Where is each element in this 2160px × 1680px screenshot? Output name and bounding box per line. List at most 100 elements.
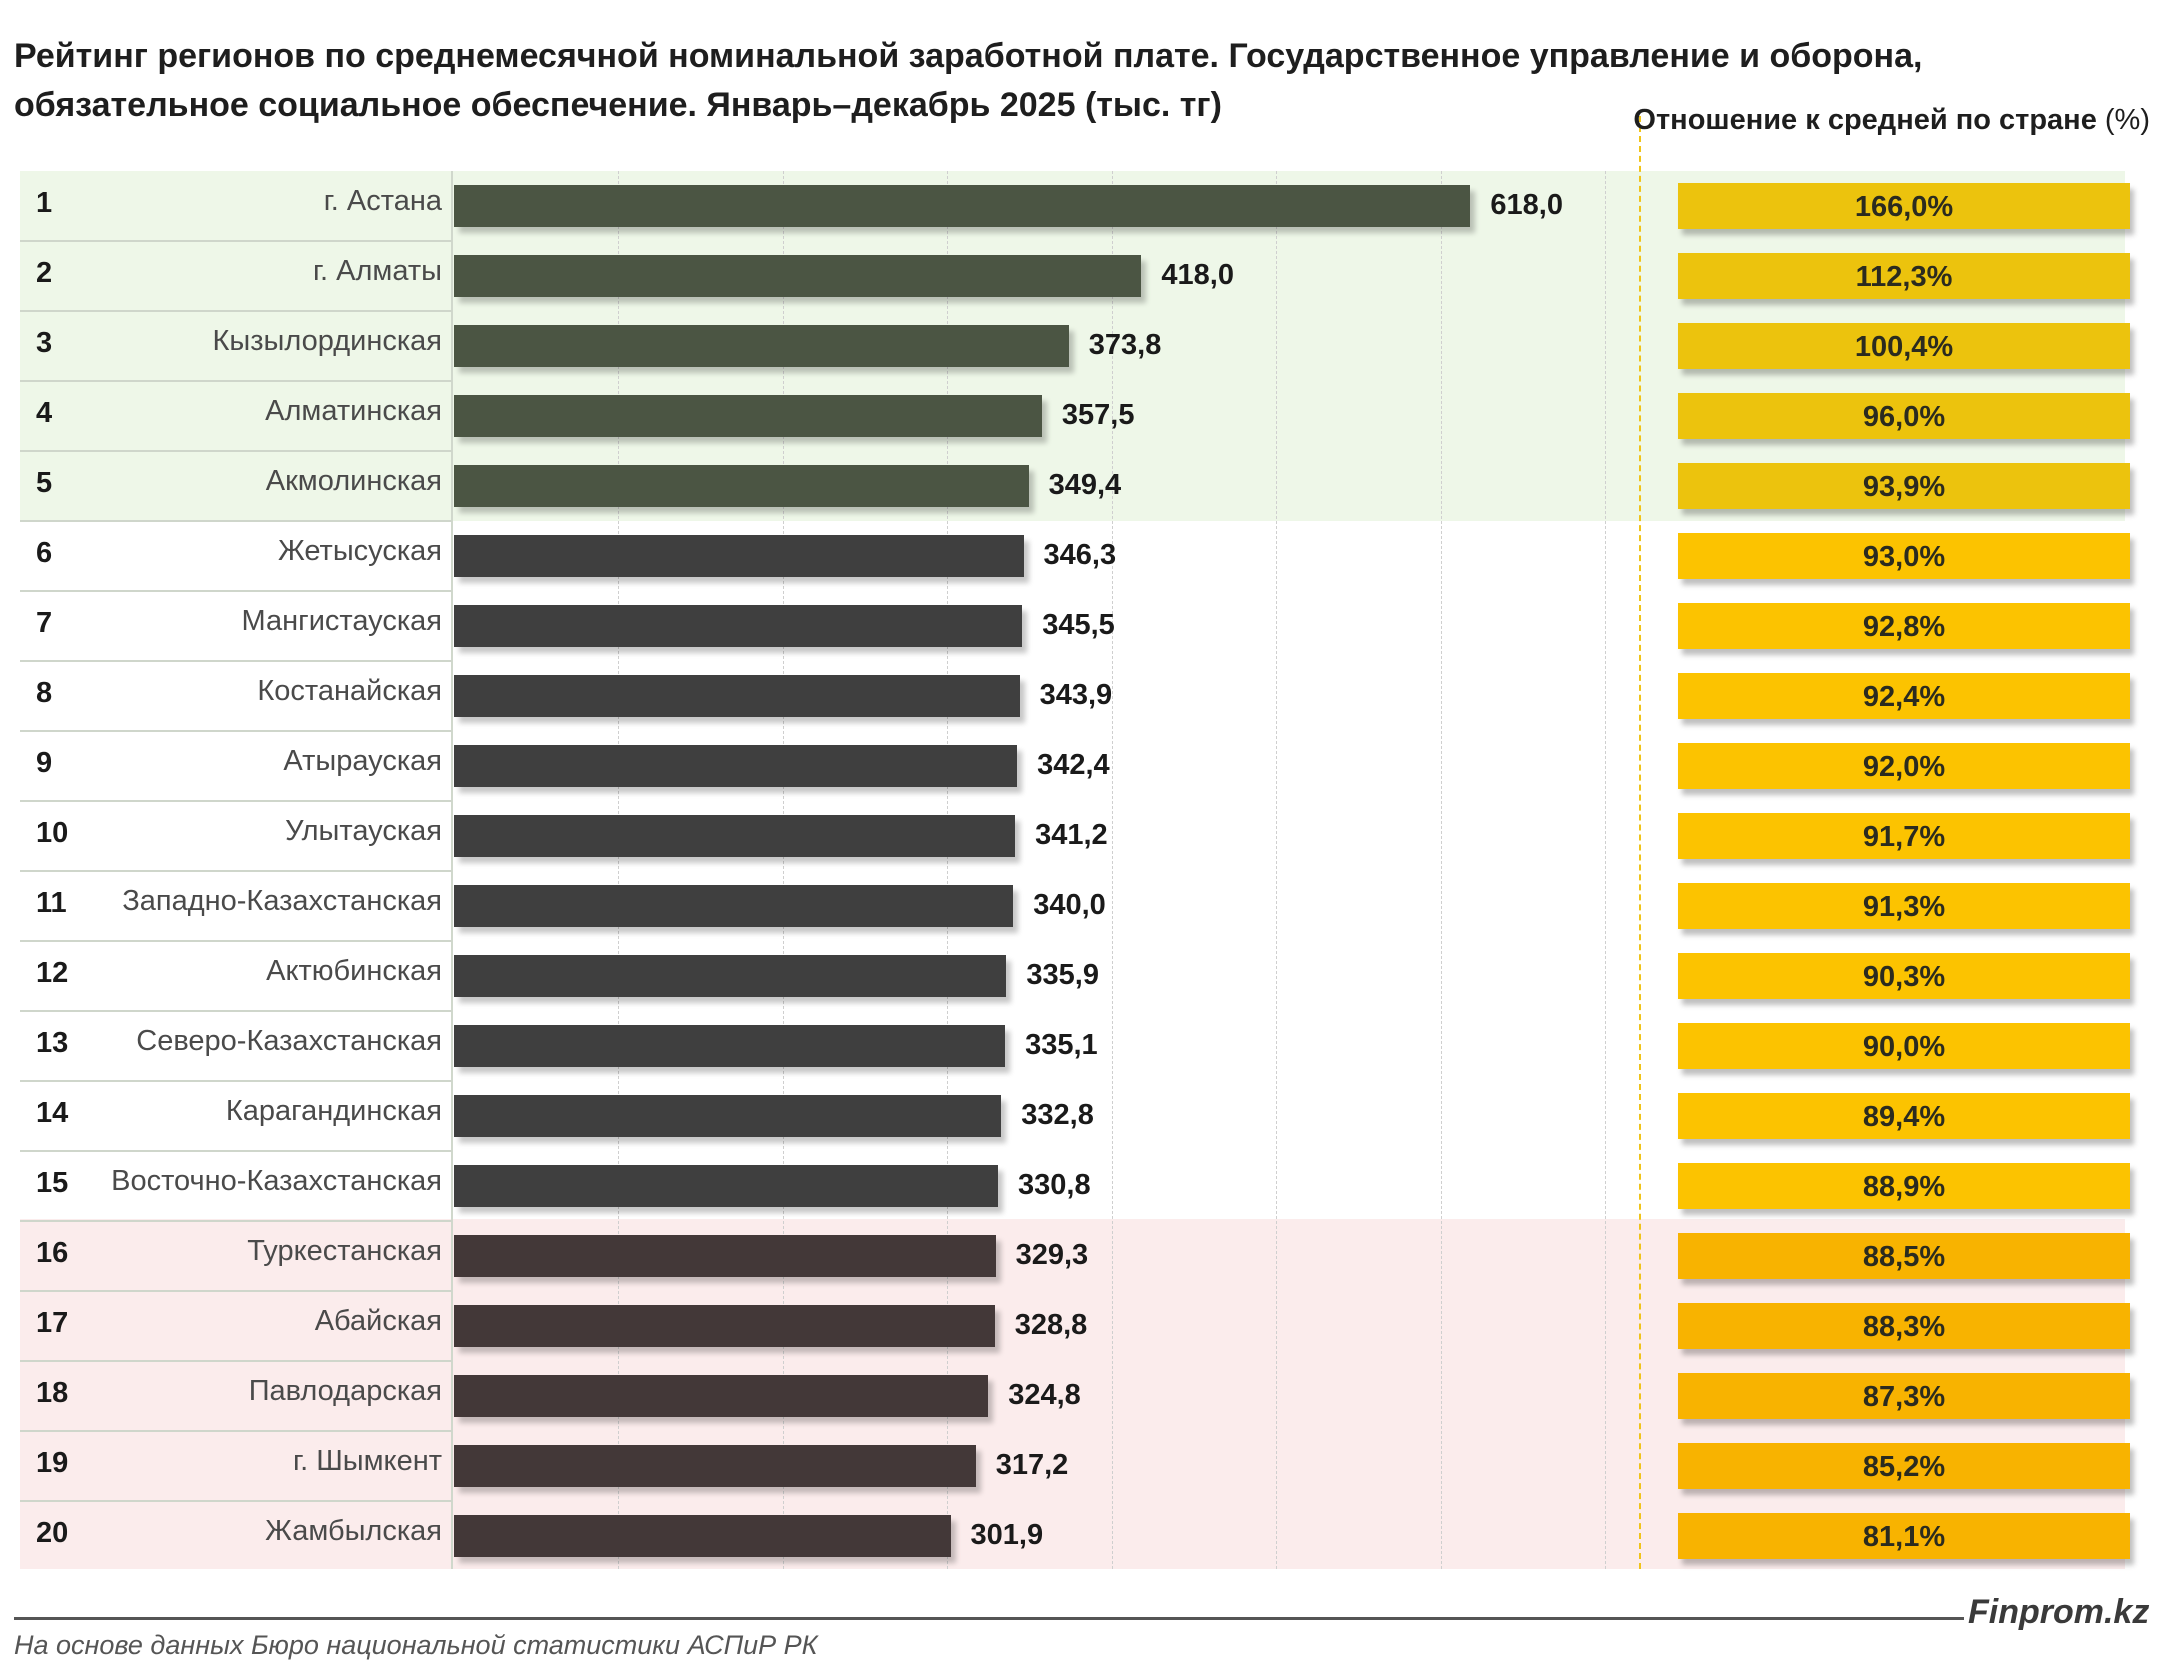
ratio-label: 90,0% <box>1862 1031 1946 1063</box>
table-row: 3 Кызылординская 373,8 100,4% <box>20 311 2130 382</box>
table-row: 6 Жетысуская 346,3 93,0% <box>20 521 2130 592</box>
ratio-cell: 88,5% <box>1678 1233 2130 1279</box>
salary-bar <box>454 185 1471 227</box>
row-separator <box>20 870 452 872</box>
ratio-label: 92,8% <box>1862 611 1946 643</box>
value-label: 342,4 <box>1037 749 1110 781</box>
row-separator <box>20 1220 452 1222</box>
rank-label: 9 <box>36 747 53 779</box>
ratio-header-text: Отношение к средней по стране <box>1633 104 2097 136</box>
ratio-label: 90,3% <box>1862 961 1946 993</box>
region-label: Павлодарская <box>248 1375 442 1407</box>
table-row: 14 Карагандинская 332,8 89,4% <box>20 1081 2130 1152</box>
ratio-label: 92,4% <box>1862 681 1946 713</box>
table-row: 10 Улытауская 341,2 91,7% <box>20 801 2130 872</box>
ratio-label: 88,9% <box>1862 1171 1946 1203</box>
ratio-cell: 91,3% <box>1678 883 2130 929</box>
region-label: Западно-Казахстанская <box>122 885 442 917</box>
row-separator <box>20 1010 452 1012</box>
row-separator <box>20 1360 452 1362</box>
salary-bar <box>454 1235 996 1277</box>
table-row: 18 Павлодарская 324,8 87,3% <box>20 1361 2130 1432</box>
region-label: г. Алматы <box>313 255 442 287</box>
table-row: 17 Абайская 328,8 88,3% <box>20 1291 2130 1362</box>
salary-bar <box>454 605 1023 647</box>
ratio-label: 88,5% <box>1862 1241 1946 1273</box>
value-label: 329,3 <box>1015 1239 1089 1271</box>
label-column-border <box>451 171 453 1569</box>
row-separator <box>20 1500 452 1502</box>
ratio-label: 89,4% <box>1862 1101 1946 1133</box>
ratio-cell: 92,8% <box>1678 603 2130 649</box>
row-separator <box>20 520 452 522</box>
rank-label: 8 <box>36 677 53 709</box>
footer-rule <box>14 1617 1964 1620</box>
row-separator <box>20 590 452 592</box>
value-label: 357,5 <box>1061 399 1135 431</box>
ratio-label: 93,0% <box>1862 541 1946 573</box>
salary-bar <box>454 675 1020 717</box>
value-label: 330,8 <box>1018 1169 1091 1201</box>
ratio-label: 87,3% <box>1862 1381 1946 1413</box>
ratio-cell: 92,0% <box>1678 743 2130 789</box>
ratio-cell: 90,3% <box>1678 953 2130 999</box>
ratio-cell: 85,2% <box>1678 1443 2130 1489</box>
row-separator <box>20 380 452 382</box>
rank-label: 4 <box>36 397 53 429</box>
salary-bar <box>454 465 1029 507</box>
row-separator <box>20 1430 452 1432</box>
region-label: Улытауская <box>285 815 442 847</box>
table-row: 13 Северо-Казахстанская 335,1 90,0% <box>20 1011 2130 1082</box>
table-row: 8 Костанайская 343,9 92,4% <box>20 661 2130 732</box>
ratio-divider <box>1639 116 1641 1569</box>
salary-bar <box>454 535 1024 577</box>
grid-line <box>783 171 784 1569</box>
salary-bar <box>454 1515 951 1557</box>
table-row: 19 г. Шымкент 317,2 85,2% <box>20 1431 2130 1502</box>
chart-title: Рейтинг регионов по среднемесячной номин… <box>14 37 1923 124</box>
salary-bar <box>454 1445 976 1487</box>
value-label: 301,9 <box>970 1519 1044 1551</box>
table-row: 16 Туркестанская 329,3 88,5% <box>20 1221 2130 1292</box>
value-label: 349,4 <box>1048 469 1122 501</box>
table-row: 9 Атырауская 342,4 92,0% <box>20 731 2130 802</box>
region-label: Жетысуская <box>277 535 442 567</box>
ratio-label: 166,0% <box>1854 191 1954 223</box>
region-label: Актюбинская <box>266 955 442 987</box>
row-separator <box>20 730 452 732</box>
region-label: Жамбылская <box>265 1515 442 1547</box>
salary-bar <box>454 1025 1006 1067</box>
ratio-label: 100,4% <box>1854 331 1954 363</box>
ratio-cell: 92,4% <box>1678 673 2130 719</box>
rank-label: 16 <box>36 1237 69 1269</box>
table-row: 7 Мангистауская 345,5 92,8% <box>20 591 2130 662</box>
ratio-cell: 166,0% <box>1678 183 2130 229</box>
ratio-label: 81,1% <box>1862 1521 1946 1553</box>
ratio-cell: 88,3% <box>1678 1303 2130 1349</box>
value-label: 332,8 <box>1021 1099 1094 1131</box>
ratio-cell: 112,3% <box>1678 253 2130 299</box>
ratio-cell: 96,0% <box>1678 393 2130 439</box>
region-label: Карагандинская <box>225 1095 442 1127</box>
rank-label: 13 <box>36 1027 69 1059</box>
value-label: 373,8 <box>1088 329 1162 361</box>
ratio-cell: 81,1% <box>1678 1513 2130 1559</box>
value-label: 340,0 <box>1033 889 1106 921</box>
row-separator <box>20 1290 452 1292</box>
value-label: 618,0 <box>1490 189 1563 221</box>
salary-bar <box>454 745 1018 787</box>
row-separator <box>20 450 452 452</box>
ratio-label: 112,3% <box>1855 261 1953 293</box>
ratio-cell: 90,0% <box>1678 1023 2130 1069</box>
rank-label: 15 <box>36 1167 69 1199</box>
rank-label: 17 <box>36 1307 69 1339</box>
table-row: 12 Актюбинская 335,9 90,3% <box>20 941 2130 1012</box>
table-row: 5 Акмолинская 349,4 93,9% <box>20 451 2130 522</box>
ratio-label: 88,3% <box>1862 1311 1946 1343</box>
region-label: г. Шымкент <box>293 1445 442 1477</box>
ratio-cell: 100,4% <box>1678 323 2130 369</box>
ratio-cell: 88,9% <box>1678 1163 2130 1209</box>
ratio-cell: 91,7% <box>1678 813 2130 859</box>
salary-bar <box>454 395 1042 437</box>
salary-bar <box>454 325 1069 367</box>
